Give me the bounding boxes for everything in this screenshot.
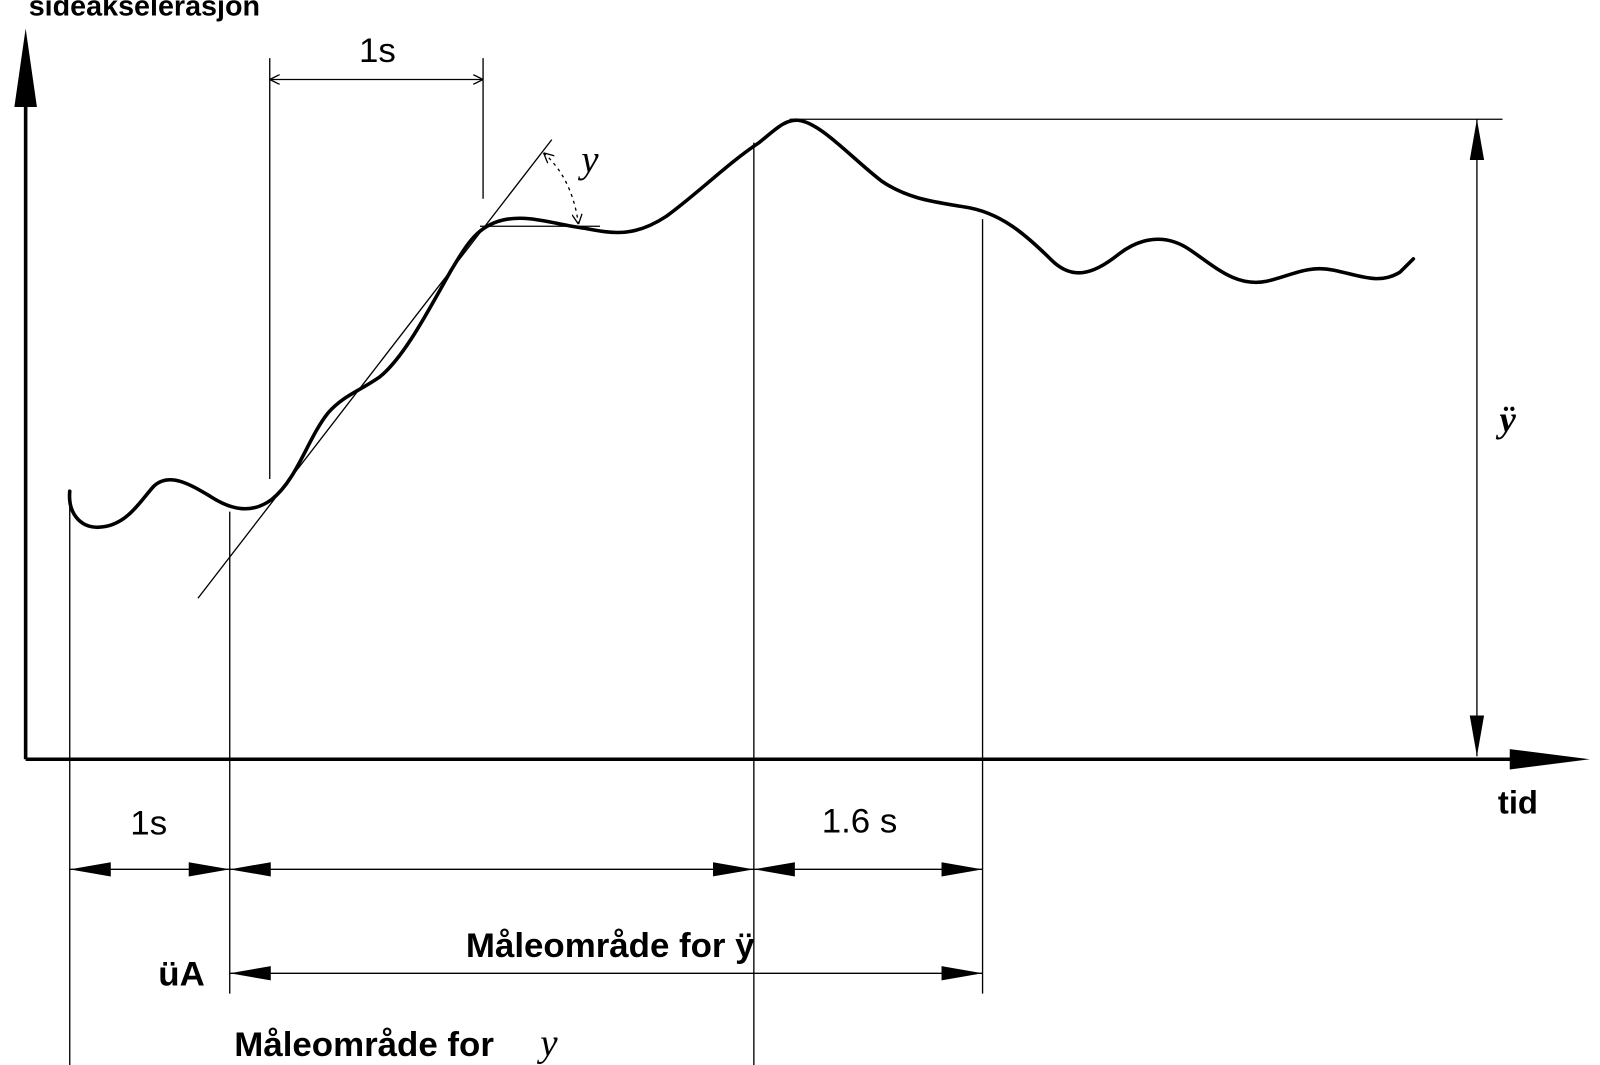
angle-arrow <box>544 153 579 224</box>
interval-label: 1s <box>130 805 167 843</box>
start-label: üA <box>158 956 204 994</box>
x-axis-arrow <box>1509 749 1590 770</box>
tangent-line <box>197 139 553 599</box>
interval-label: 1.6 s <box>822 803 898 841</box>
range-label: Måleområde for <box>234 1026 494 1064</box>
y-axis-arrow <box>14 28 37 108</box>
symbol-label: y⃛ <box>536 1022 588 1065</box>
symbol-label: y⃛ <box>577 138 629 181</box>
symbol-label: ÿ <box>1495 398 1516 439</box>
y-axis-label: sideakselerasjon <box>29 0 260 23</box>
x-axis-label: tid <box>1498 784 1538 821</box>
curve <box>67 118 1416 530</box>
range-label: Måleområde for ÿ <box>466 927 755 965</box>
interval-label: 1s <box>359 32 396 70</box>
